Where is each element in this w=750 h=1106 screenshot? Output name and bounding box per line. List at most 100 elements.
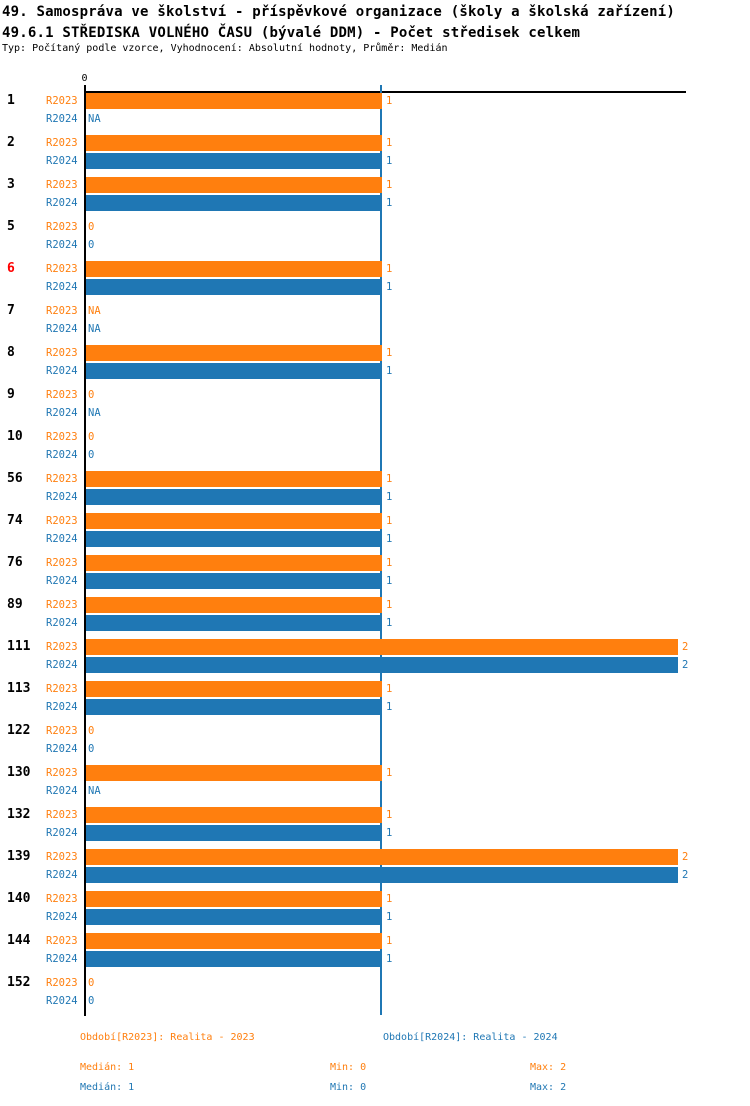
bar-value-label: 1 — [386, 599, 393, 611]
bar-value-label: 0 — [88, 389, 95, 401]
series-label-r2023: R2023 — [46, 137, 78, 149]
series-label-r2024: R2024 — [46, 197, 78, 209]
stat-median-r2023: Medián: 1 — [80, 1062, 135, 1073]
legend-period-r2023: Období[R2023]: Realita - 2023 — [80, 1032, 255, 1043]
series-label-r2023: R2023 — [46, 95, 78, 107]
series-label-r2023: R2023 — [46, 935, 78, 947]
series-label-r2023: R2023 — [46, 431, 78, 443]
bar-value-label: NA — [88, 785, 101, 797]
series-label-r2023: R2023 — [46, 977, 78, 989]
bar-value-label: 1 — [386, 347, 393, 359]
series-label-r2023: R2023 — [46, 557, 78, 569]
bar-value-label: 1 — [386, 827, 393, 839]
series-label-r2024: R2024 — [46, 239, 78, 251]
bar-value-label: 1 — [386, 281, 393, 293]
bar-value-label: 1 — [386, 557, 393, 569]
group-label: 3 — [7, 177, 15, 192]
bar-r2024 — [86, 909, 382, 925]
bar-value-label: 1 — [386, 95, 393, 107]
series-label-r2023: R2023 — [46, 263, 78, 275]
series-label-r2023: R2023 — [46, 893, 78, 905]
bar-r2023 — [86, 681, 382, 697]
bar-r2023 — [86, 891, 382, 907]
series-label-r2023: R2023 — [46, 767, 78, 779]
bar-value-label: 1 — [386, 179, 393, 191]
series-label-r2024: R2024 — [46, 113, 78, 125]
stat-median-r2024: Medián: 1 — [80, 1082, 135, 1093]
bar-value-label: 1 — [386, 683, 393, 695]
bar-value-label: 1 — [386, 491, 393, 503]
bar-value-label: 1 — [386, 515, 393, 527]
bar-r2024 — [86, 951, 382, 967]
bar-value-label: 2 — [682, 869, 689, 881]
group-label: 130 — [7, 765, 31, 780]
bar-value-label: NA — [88, 305, 101, 317]
bar-r2023 — [86, 933, 382, 949]
group-label: 74 — [7, 513, 23, 528]
series-label-r2024: R2024 — [46, 953, 78, 965]
bar-value-label: 1 — [386, 533, 393, 545]
series-label-r2024: R2024 — [46, 449, 78, 461]
bar-r2023 — [86, 261, 382, 277]
bar-r2024 — [86, 279, 382, 295]
bar-value-label: 1 — [386, 953, 393, 965]
series-label-r2023: R2023 — [46, 599, 78, 611]
series-label-r2024: R2024 — [46, 827, 78, 839]
x-axis-origin-label: 0 — [81, 73, 88, 84]
legend-period-r2024: Období[R2024]: Realita - 2024 — [383, 1032, 558, 1043]
bar-r2024 — [86, 153, 382, 169]
bar-r2024 — [86, 531, 382, 547]
series-label-r2024: R2024 — [46, 155, 78, 167]
bar-r2024 — [86, 867, 678, 883]
group-label: 7 — [7, 303, 15, 318]
series-label-r2024: R2024 — [46, 365, 78, 377]
group-label: 1 — [7, 93, 15, 108]
series-label-r2024: R2024 — [46, 869, 78, 881]
bar-value-label: 1 — [386, 617, 393, 629]
bar-r2023 — [86, 639, 678, 655]
bar-value-label: 1 — [386, 911, 393, 923]
bar-value-label: 2 — [682, 659, 689, 671]
bar-r2024 — [86, 699, 382, 715]
bar-value-label: 0 — [88, 431, 95, 443]
group-label: 140 — [7, 891, 31, 906]
group-label: 9 — [7, 387, 15, 402]
stat-max-r2024: Max: 2 — [530, 1082, 567, 1093]
bar-value-label: 1 — [386, 155, 393, 167]
bar-value-label: 2 — [682, 851, 689, 863]
bar-r2023 — [86, 135, 382, 151]
series-label-r2024: R2024 — [46, 785, 78, 797]
bar-value-label: 1 — [386, 893, 393, 905]
stat-max-r2023: Max: 2 — [530, 1062, 567, 1073]
bar-value-label: 1 — [386, 473, 393, 485]
group-label: 122 — [7, 723, 31, 738]
bar-r2023 — [86, 849, 678, 865]
bar-r2023 — [86, 807, 382, 823]
bar-r2023 — [86, 177, 382, 193]
series-label-r2024: R2024 — [46, 407, 78, 419]
series-label-r2023: R2023 — [46, 515, 78, 527]
stat-min-r2023: Min: 0 — [330, 1062, 367, 1073]
bar-value-label: 1 — [386, 935, 393, 947]
chart-subtitle: 49.6.1 STŘEDISKA VOLNÉHO ČASU (bývalé DD… — [2, 25, 581, 41]
x-axis-line — [84, 91, 686, 93]
series-label-r2023: R2023 — [46, 305, 78, 317]
series-label-r2023: R2023 — [46, 809, 78, 821]
median-reference-line — [380, 85, 382, 1015]
bar-r2023 — [86, 93, 382, 109]
bar-value-label: 1 — [386, 701, 393, 713]
group-label: 152 — [7, 975, 31, 990]
series-label-r2023: R2023 — [46, 725, 78, 737]
series-label-r2024: R2024 — [46, 659, 78, 671]
series-label-r2024: R2024 — [46, 743, 78, 755]
bar-value-label: 0 — [88, 449, 95, 461]
group-label: 144 — [7, 933, 31, 948]
series-label-r2024: R2024 — [46, 995, 78, 1007]
group-label: 113 — [7, 681, 31, 696]
group-label: 10 — [7, 429, 23, 444]
group-label: 56 — [7, 471, 23, 486]
bar-value-label: 1 — [386, 263, 393, 275]
bar-value-label: 0 — [88, 239, 95, 251]
series-label-r2024: R2024 — [46, 533, 78, 545]
bar-value-label: 1 — [386, 809, 393, 821]
